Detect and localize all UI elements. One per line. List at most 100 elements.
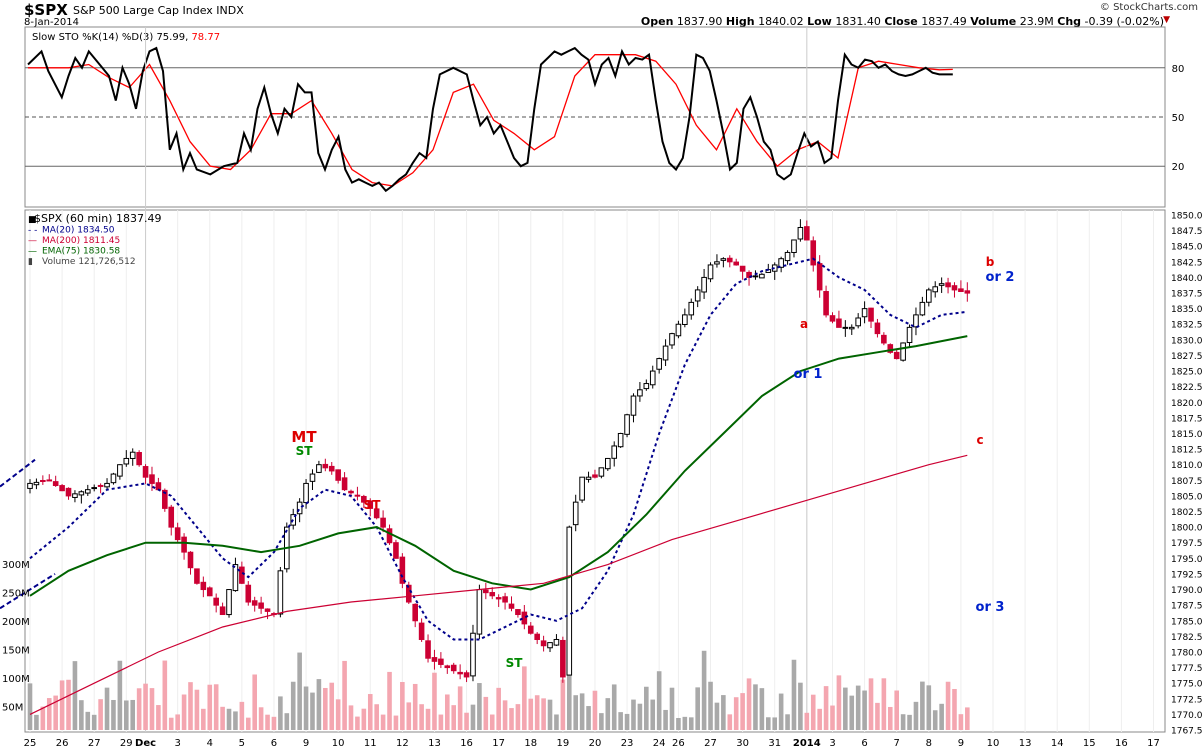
volume-bar xyxy=(669,687,675,730)
candle-body xyxy=(964,290,971,294)
volume-bar xyxy=(592,690,598,730)
x-tick-label: 10 xyxy=(987,738,1000,749)
volume-bar xyxy=(329,682,335,730)
price-tick-label: 1837.5 xyxy=(1171,290,1203,300)
volume-bar xyxy=(477,683,482,730)
candle-body xyxy=(611,445,618,459)
candle-body xyxy=(40,479,46,482)
volume-bar xyxy=(27,683,33,730)
candle-body xyxy=(380,517,386,528)
close-label: Close xyxy=(884,15,918,28)
x-tick-label: 3 xyxy=(174,738,180,749)
candle-body xyxy=(399,556,406,584)
candle-body xyxy=(694,289,701,302)
candle-body xyxy=(123,457,130,465)
volume-bar xyxy=(98,699,103,730)
sto-legend: Slow STO %K(14) %D(3) 75.99, 78.77 xyxy=(32,32,220,43)
candle-body xyxy=(649,370,656,386)
price-tick-label: 1795.0 xyxy=(1171,555,1203,565)
candle-body xyxy=(521,611,528,625)
candle-body xyxy=(361,495,367,503)
price-tick-label: 1817.5 xyxy=(1171,414,1203,424)
candle-body xyxy=(495,597,502,600)
volume-bar xyxy=(554,714,559,730)
candle-body xyxy=(682,314,688,325)
price-tick-label: 1802.5 xyxy=(1171,508,1203,518)
volume-bar xyxy=(470,704,476,730)
volume-bar xyxy=(117,660,123,730)
volume-bar xyxy=(522,666,527,730)
candle-body xyxy=(104,482,110,488)
volume-bar xyxy=(130,699,136,730)
volume-bar xyxy=(830,705,835,730)
volume-bar xyxy=(644,686,649,730)
volume-bar xyxy=(220,706,225,730)
volume-bar xyxy=(721,695,726,730)
volume-bar xyxy=(143,683,148,730)
candle-body xyxy=(739,265,746,272)
open-value: 1837.90 xyxy=(676,15,723,28)
candle-body xyxy=(277,570,284,615)
legend-entry: MA(200) 1811.45 xyxy=(42,236,120,246)
volume-bar xyxy=(663,709,668,730)
volume-bar xyxy=(573,695,578,730)
volume-bar xyxy=(611,684,617,730)
x-tick-label: 20 xyxy=(589,738,602,749)
candle-body xyxy=(926,289,932,303)
volume-bar xyxy=(733,697,739,730)
candle-body xyxy=(463,672,470,678)
annotation-st: ST xyxy=(364,498,382,512)
volume-bar xyxy=(798,682,803,730)
candle-body xyxy=(97,484,104,487)
candle-body xyxy=(508,603,515,609)
candle-body xyxy=(232,564,239,592)
candle-body xyxy=(938,283,945,286)
candle-body xyxy=(393,542,399,559)
volume-bar xyxy=(746,678,752,730)
price-tick-label: 1812.5 xyxy=(1171,446,1203,456)
price-tick-label: 1815.0 xyxy=(1171,430,1203,440)
price-tick-label: 1785.0 xyxy=(1171,617,1203,627)
quote-bar: Open 1837.90 High 1840.02 Low 1831.40 Cl… xyxy=(641,15,1164,28)
volume-bar xyxy=(586,706,591,730)
candle-body xyxy=(733,261,740,266)
volume-bar xyxy=(958,714,964,730)
candle-body xyxy=(129,451,136,459)
volume-bar xyxy=(46,698,52,730)
candle-body xyxy=(675,323,682,337)
x-tick-label: 31 xyxy=(768,738,781,749)
volume-bar xyxy=(207,684,213,730)
open-label: Open xyxy=(640,15,674,28)
volume-bar xyxy=(425,708,431,730)
candle-body xyxy=(726,257,733,263)
candle-body xyxy=(187,551,194,569)
candle-body xyxy=(643,383,650,390)
annotation-st: ST xyxy=(506,656,524,670)
annotation-or-1: or 1 xyxy=(794,367,823,382)
volume-bar xyxy=(605,698,611,730)
candle-body xyxy=(251,600,258,606)
candle-body xyxy=(405,584,412,603)
overlay-trend-line-2 xyxy=(0,573,56,610)
candle-body xyxy=(605,457,611,470)
candle-body xyxy=(804,226,810,241)
candle-body xyxy=(547,642,553,649)
sto-tick-label: 80 xyxy=(1172,64,1185,75)
candle-body xyxy=(46,479,53,482)
volume-bar xyxy=(271,716,277,730)
price-tick-label: 1775.0 xyxy=(1171,680,1203,690)
price-tick-label: 1810.0 xyxy=(1171,461,1203,471)
legend-swatch-icon: — xyxy=(28,236,37,246)
x-tick-label: 15 xyxy=(1083,738,1096,749)
candle-body xyxy=(540,640,547,647)
volume-bar xyxy=(445,694,450,730)
candle-body xyxy=(566,526,573,676)
volume-bar xyxy=(875,702,880,730)
volume-bar xyxy=(489,714,495,730)
candle-body xyxy=(367,500,374,509)
volume-bar xyxy=(939,703,944,730)
volume-bar xyxy=(727,714,733,730)
volume-bar xyxy=(509,708,514,730)
volume-bar xyxy=(136,688,142,730)
price-tick-label: 1780.0 xyxy=(1171,648,1203,658)
